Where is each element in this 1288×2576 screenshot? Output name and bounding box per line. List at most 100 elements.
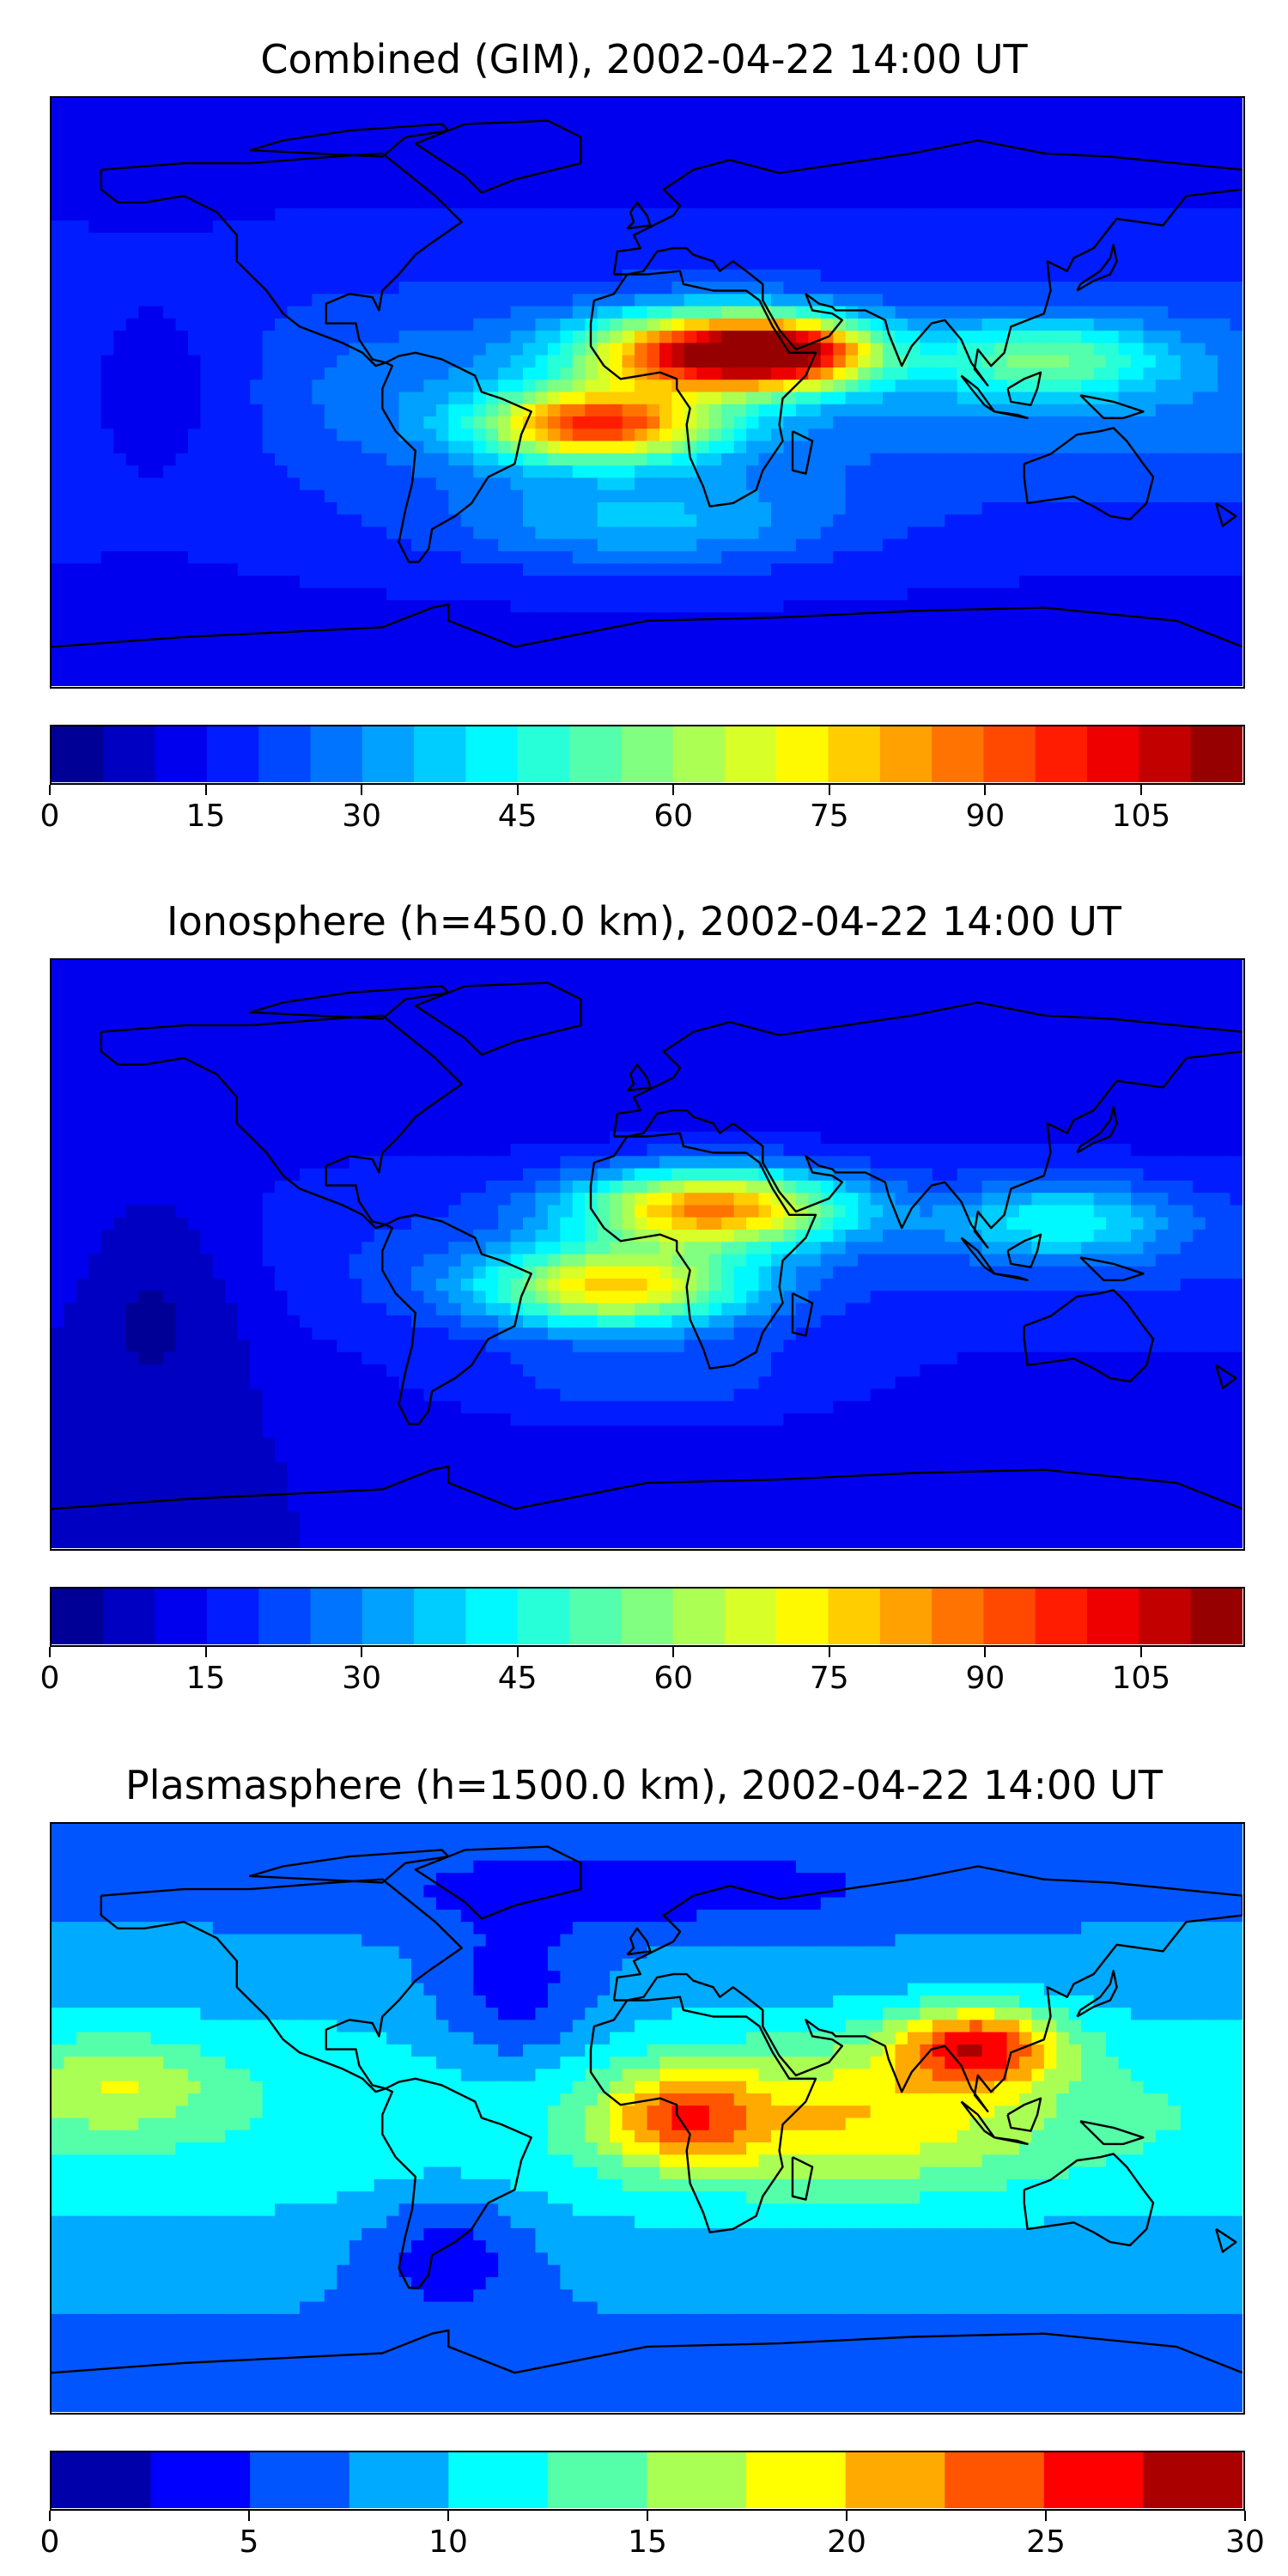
heatmap-cell xyxy=(845,960,859,973)
heatmap-cell xyxy=(1193,489,1206,503)
heatmap-cell xyxy=(1143,355,1157,368)
colorbar-swatch xyxy=(621,726,674,782)
heatmap-cell xyxy=(833,196,847,210)
heatmap-cell xyxy=(907,416,920,429)
heatmap-cell xyxy=(510,392,524,405)
heatmap-cell xyxy=(758,538,772,552)
heatmap-cell xyxy=(523,526,537,540)
heatmap-cell xyxy=(1081,575,1095,589)
heatmap-cell xyxy=(585,661,598,675)
heatmap-cell xyxy=(410,551,425,564)
heatmap-cell xyxy=(1093,514,1107,528)
heatmap-cell xyxy=(1081,159,1095,173)
heatmap-cell xyxy=(1230,343,1242,356)
heatmap-cell xyxy=(175,392,189,405)
heatmap-cell xyxy=(895,428,908,442)
heatmap-cell xyxy=(883,416,896,429)
heatmap-cell xyxy=(138,220,152,234)
heatmap-cell xyxy=(374,110,387,124)
heatmap-cell xyxy=(833,477,847,491)
heatmap-cell xyxy=(1031,110,1045,124)
heatmap-cell xyxy=(460,514,474,528)
heatmap-cell xyxy=(1218,465,1231,478)
heatmap-cell xyxy=(460,972,474,986)
heatmap-cell xyxy=(448,563,462,577)
heatmap-cell xyxy=(398,673,412,686)
heatmap-cell xyxy=(175,538,189,552)
heatmap-cell xyxy=(523,159,537,173)
heatmap-cell xyxy=(361,538,375,552)
heatmap-cell xyxy=(659,440,672,454)
heatmap-cell xyxy=(287,996,301,1010)
heatmap-cell xyxy=(635,196,648,210)
heatmap-cell xyxy=(262,220,276,234)
heatmap-cell xyxy=(423,489,437,503)
heatmap-cell xyxy=(398,355,412,368)
heatmap-cell xyxy=(374,649,387,663)
heatmap-cell xyxy=(200,563,214,577)
heatmap-cell xyxy=(659,612,672,626)
heatmap-cell xyxy=(1068,269,1082,283)
heatmap-cell xyxy=(635,331,648,344)
heatmap-cell xyxy=(88,673,102,686)
heatmap-cell xyxy=(460,551,474,564)
heatmap-cell xyxy=(88,984,102,998)
heatmap-cell xyxy=(324,624,337,638)
heatmap-cell xyxy=(535,538,549,552)
heatmap-cell xyxy=(683,465,697,478)
heatmap-cell xyxy=(721,331,735,344)
heatmap-cell xyxy=(945,661,958,675)
heatmap-cell xyxy=(833,306,847,319)
heatmap-cell xyxy=(1130,624,1145,638)
heatmap-cell xyxy=(1155,624,1169,638)
heatmap-cell xyxy=(969,514,983,528)
heatmap-cell xyxy=(138,122,152,136)
heatmap-cell xyxy=(770,563,785,577)
heatmap-cell xyxy=(287,428,301,442)
heatmap-cell xyxy=(324,489,337,503)
heatmap-cell xyxy=(659,453,672,466)
heatmap-cell xyxy=(163,661,177,675)
heatmap-cell xyxy=(262,575,276,589)
heatmap-cell xyxy=(100,110,114,124)
heatmap-cell xyxy=(423,196,437,210)
heatmap-cell xyxy=(671,331,685,344)
heatmap-cell xyxy=(374,331,387,344)
heatmap-cell xyxy=(733,122,747,136)
heatmap-cell xyxy=(1218,208,1231,222)
heatmap-cell xyxy=(981,673,995,686)
heatmap-cell xyxy=(473,294,487,307)
heatmap-cell xyxy=(833,538,847,552)
heatmap-cell xyxy=(1006,600,1020,613)
heatmap-cell xyxy=(448,416,462,429)
heatmap-cell xyxy=(1093,673,1107,686)
heatmap-cell xyxy=(907,960,920,973)
heatmap-cell xyxy=(833,232,847,246)
heatmap-cell xyxy=(324,171,337,185)
heatmap-cell xyxy=(1043,306,1057,319)
heatmap-cell xyxy=(1106,134,1120,148)
heatmap-cell xyxy=(746,183,760,197)
heatmap-cell xyxy=(1081,367,1095,380)
heatmap-cell xyxy=(572,159,586,173)
heatmap-cell xyxy=(945,972,958,986)
heatmap-cell xyxy=(783,526,797,540)
heatmap-cell xyxy=(64,196,77,210)
heatmap-cell xyxy=(907,636,920,650)
heatmap-cell xyxy=(262,269,276,283)
heatmap-cell xyxy=(138,514,152,528)
heatmap-cell xyxy=(696,526,710,540)
heatmap-cell xyxy=(683,673,697,686)
heatmap-cell xyxy=(647,232,660,246)
heatmap-cell xyxy=(52,196,65,210)
heatmap-cell xyxy=(1118,575,1132,589)
heatmap-cell xyxy=(795,984,809,998)
heatmap-cell xyxy=(696,972,710,986)
heatmap-cell xyxy=(113,171,127,185)
heatmap-cell xyxy=(870,245,884,258)
heatmap-cell xyxy=(845,306,859,319)
heatmap-cell xyxy=(932,514,945,528)
heatmap-cell xyxy=(76,453,89,466)
heatmap-cell xyxy=(163,318,177,331)
heatmap-cell xyxy=(1168,147,1182,160)
